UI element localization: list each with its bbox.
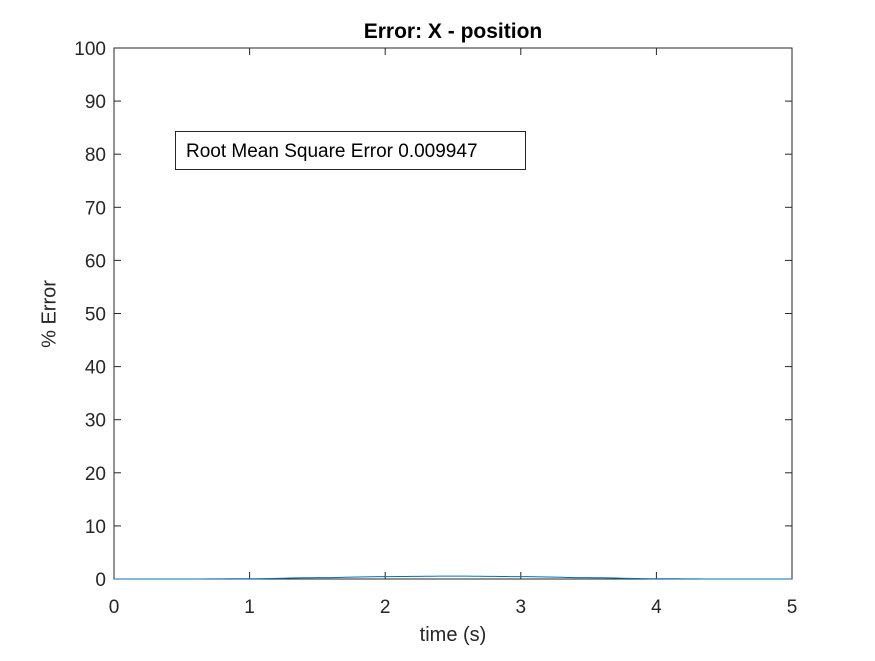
x-tick-label: 0 bbox=[109, 597, 120, 618]
y-axis-label: % Error bbox=[38, 280, 61, 348]
y-tick-label: 10 bbox=[85, 517, 106, 538]
chart-title: Error: X - position bbox=[363, 20, 543, 43]
y-axis: 0 10 20 30 40 50 60 70 80 90 100 bbox=[74, 39, 792, 591]
y-tick-label: 0 bbox=[95, 570, 106, 591]
y-tick-label: 100 bbox=[74, 39, 106, 60]
x-tick-label: 5 bbox=[787, 597, 798, 618]
series-group bbox=[114, 575, 792, 580]
x-axis: 0 1 2 3 4 5 bbox=[109, 48, 798, 618]
y-tick-label: 50 bbox=[85, 305, 106, 326]
x-tick-label: 2 bbox=[380, 597, 391, 618]
x-axis-label: time (s) bbox=[419, 624, 487, 646]
series-line-error bbox=[114, 575, 792, 580]
y-tick-label: 70 bbox=[85, 198, 106, 219]
y-tick-label: 30 bbox=[85, 411, 106, 432]
y-tick-label: 90 bbox=[85, 92, 106, 113]
y-tick-label: 20 bbox=[85, 464, 106, 485]
axes-frame bbox=[113, 47, 793, 580]
rmse-annotation: Root Mean Square Error 0.009947 bbox=[175, 131, 526, 170]
x-tick-label: 3 bbox=[516, 597, 527, 618]
axes-box bbox=[113, 47, 793, 580]
x-tick-label: 4 bbox=[651, 597, 662, 618]
y-tick-label: 40 bbox=[85, 358, 106, 379]
x-tick-label: 1 bbox=[244, 597, 255, 618]
y-tick-label: 60 bbox=[85, 251, 106, 272]
y-tick-label: 80 bbox=[85, 145, 106, 166]
